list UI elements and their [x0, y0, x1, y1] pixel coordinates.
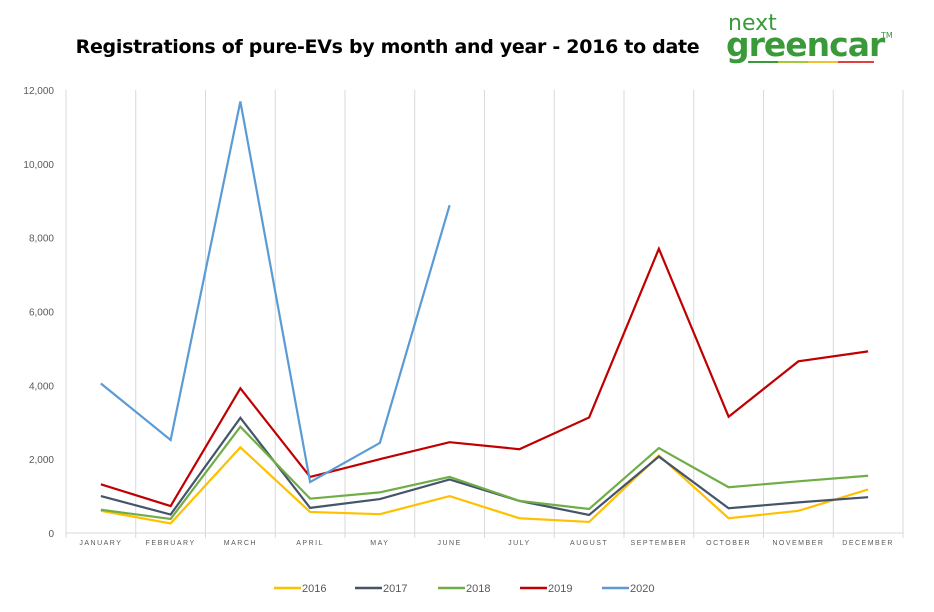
- x-tick-label: JUNE: [437, 540, 461, 547]
- svg-text:TM: TM: [880, 31, 893, 40]
- series-line-2016: [100, 445, 869, 525]
- logo-graphic: next greencar TM: [726, 11, 893, 64]
- x-tick-label: APRIL: [296, 540, 324, 547]
- legend-label-2020: 2020: [630, 583, 654, 595]
- series-line-2020: [100, 101, 451, 484]
- x-tick-label: SEPTEMBER: [631, 540, 688, 547]
- x-tick-label: NOVEMBER: [772, 540, 824, 547]
- x-tick-label: FEBRUARY: [146, 540, 196, 547]
- x-tick-label: DECEMBER: [842, 540, 894, 547]
- x-tick-label: JANUARY: [79, 540, 122, 547]
- series-line-2017: [100, 415, 869, 517]
- x-tick-label: JULY: [508, 540, 531, 547]
- x-tick-label: AUGUST: [570, 540, 608, 547]
- x-tick-label: OCTOBER: [706, 540, 751, 547]
- legend-label-2019: 2019: [548, 583, 572, 595]
- legend-label-2017: 2017: [383, 583, 407, 595]
- y-tick-label: 2,000: [29, 455, 54, 466]
- y-tick-label: 0: [48, 529, 54, 540]
- legend-label-2018: 2018: [466, 583, 490, 595]
- svg-text:greencar: greencar: [726, 25, 886, 64]
- y-tick-label: 12,000: [23, 86, 54, 97]
- nextgreencar-logo: next greencar TM: [726, 8, 896, 73]
- x-tick-label: MARCH: [224, 540, 257, 547]
- y-tick-label: 10,000: [23, 160, 54, 171]
- y-tick-label: 4,000: [29, 381, 54, 392]
- y-tick-label: 6,000: [29, 308, 54, 319]
- series-line-2019: [100, 245, 869, 508]
- chart-title: Registrations of pure-EVs by month and y…: [75, 36, 700, 58]
- y-tick-label: 8,000: [29, 234, 54, 245]
- series-line-2018: [100, 424, 869, 521]
- svg-text:next: next: [728, 11, 777, 36]
- legend-label-2016: 2016: [302, 583, 326, 595]
- x-tick-label: MAY: [370, 540, 389, 547]
